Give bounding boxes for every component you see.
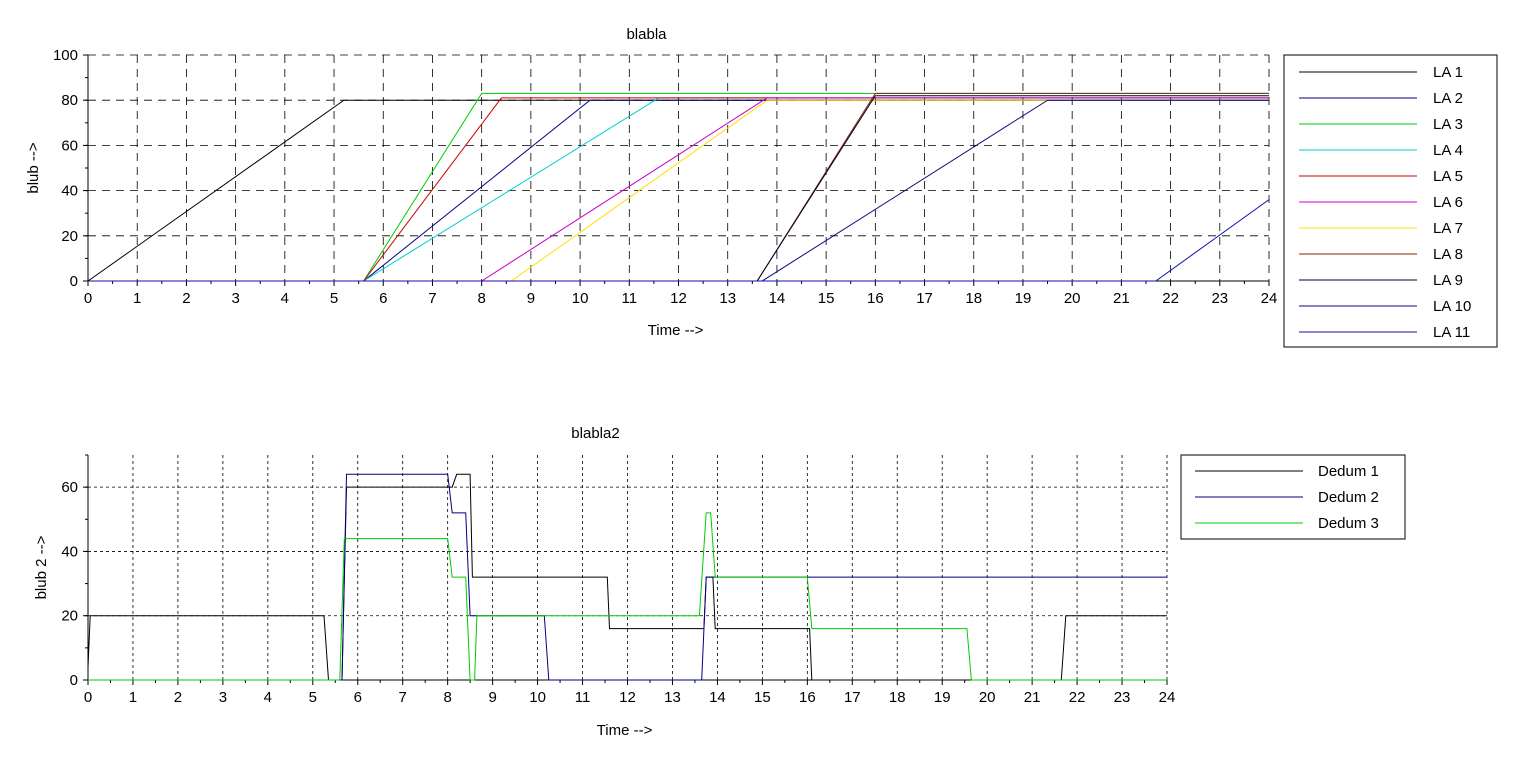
legend-label-la-3: LA 3 xyxy=(1433,116,1463,133)
x-tick-label: 23 xyxy=(1211,290,1228,307)
x-tick-label: 11 xyxy=(622,290,638,307)
x-tick-label: 4 xyxy=(264,689,272,706)
x-tick-label: 24 xyxy=(1261,290,1278,307)
y-tick-label: 40 xyxy=(61,543,78,560)
x-tick-label: 14 xyxy=(709,689,726,706)
x-tick-label: 23 xyxy=(1114,689,1131,706)
chart-bottom: 0 1 2 3 4 5 6 7 8 9 10 11 12 13 14 15 16 17 18 19 20 21 22 23 24… xyxy=(33,425,1406,739)
x-tick-label: 9 xyxy=(488,689,496,706)
legend-label-la-2: LA 2 xyxy=(1433,90,1463,107)
x-tick-label: 7 xyxy=(399,689,407,706)
x-tick-label: 8 xyxy=(477,290,485,307)
y-tick-label: 20 xyxy=(61,608,78,625)
x-tick-label: 22 xyxy=(1069,689,1086,706)
x-tick-label: 5 xyxy=(309,689,317,706)
x-tick-label: 13 xyxy=(664,689,681,706)
x-tick-label: 24 xyxy=(1159,689,1176,706)
legend: Dedum 1 Dedum 2 Dedum 3 xyxy=(1180,454,1406,540)
legend-label-la-8: LA 8 xyxy=(1433,246,1463,263)
legend-label-la-9: LA 9 xyxy=(1433,272,1463,289)
x-tick-label: 20 xyxy=(979,689,996,706)
chart-title: blabla xyxy=(626,26,667,43)
legend-label-la-1: LA 1 xyxy=(1433,64,1463,81)
x-tick-label: 22 xyxy=(1162,290,1179,307)
legend-label-la-11: LA 11 xyxy=(1433,324,1470,341)
legend-label-la-7: LA 7 xyxy=(1433,220,1463,237)
legend-label-dedum-2: Dedum 2 xyxy=(1318,489,1379,506)
legend-label-la-6: LA 6 xyxy=(1433,194,1463,211)
legend: LA 1 LA 2 LA 3 LA 4 LA 5 LA 6 LA 7 LA 8 LA 9 LA 1… xyxy=(1283,54,1498,348)
x-tick-label: 16 xyxy=(867,290,884,307)
x-tick-label: 21 xyxy=(1113,290,1130,307)
x-tick-label: 19 xyxy=(1015,290,1032,307)
series-line-dedum-3 xyxy=(88,512,1167,681)
x-tick-label: 18 xyxy=(889,689,906,706)
x-tick-label: 6 xyxy=(354,689,362,706)
legend-label-dedum-1: Dedum 1 xyxy=(1318,463,1379,480)
x-tick-label: 10 xyxy=(572,290,589,307)
x-tick-label: 3 xyxy=(231,290,239,307)
x-tick-label: 15 xyxy=(818,290,835,307)
chart-top: 0 1 2 3 4 5 6 7 8 9 10 11 12 13 14 15 16 17 18 19 20 21 22 23 24… xyxy=(25,26,1498,348)
x-tick-label: 13 xyxy=(719,290,736,307)
x-tick-label: 7 xyxy=(428,290,436,307)
legend-box xyxy=(1283,54,1498,348)
x-tick-label: 6 xyxy=(379,290,387,307)
x-tick-label: 10 xyxy=(529,689,546,706)
y-tick-label: 40 xyxy=(61,183,78,200)
series-line-la-11 xyxy=(88,199,1270,282)
x-tick-label: 1 xyxy=(133,290,141,307)
y-tick-label: 0 xyxy=(70,672,78,689)
x-tick-label: 21 xyxy=(1024,689,1041,706)
x-tick-label: 9 xyxy=(527,290,535,307)
x-tick-label: 0 xyxy=(84,689,92,706)
x-tick-label: 20 xyxy=(1064,290,1081,307)
x-tick-label: 14 xyxy=(769,290,786,307)
x-tick-label: 0 xyxy=(84,290,92,307)
chart-title: blabla2 xyxy=(571,425,619,442)
x-axis-label: Time --> xyxy=(648,322,704,339)
x-tick-label: 12 xyxy=(619,689,636,706)
x-tick-label: 19 xyxy=(934,689,951,706)
x-tick-label: 18 xyxy=(965,290,982,307)
x-tick-label: 8 xyxy=(443,689,451,706)
y-tick-label: 60 xyxy=(61,479,78,496)
x-tick-label: 17 xyxy=(916,290,933,307)
x-tick-label: 5 xyxy=(330,290,338,307)
x-tick-label: 4 xyxy=(281,290,289,307)
x-tick-label: 16 xyxy=(799,689,816,706)
legend-label-la-4: LA 4 xyxy=(1433,142,1463,159)
x-tick-label: 2 xyxy=(182,290,190,307)
x-tick-label: 3 xyxy=(219,689,227,706)
y-tick-label: 100 xyxy=(53,47,78,64)
x-tick-label: 12 xyxy=(670,290,687,307)
y-tick-label: 80 xyxy=(61,92,78,109)
legend-label-la-5: LA 5 xyxy=(1433,168,1463,185)
x-tick-label: 15 xyxy=(754,689,771,706)
y-tick-label: 0 xyxy=(70,273,78,290)
x-tick-label: 11 xyxy=(575,689,591,706)
y-tick-label: 60 xyxy=(61,137,78,154)
y-tick-label: 20 xyxy=(61,228,78,245)
series-line-dedum-2 xyxy=(88,473,1167,681)
x-tick-label: 17 xyxy=(844,689,861,706)
x-axis-label: Time --> xyxy=(597,722,653,739)
y-axis-label: blub --> xyxy=(25,142,42,194)
x-tick-label: 1 xyxy=(129,689,137,706)
x-tick-label: 2 xyxy=(174,689,182,706)
legend-label-dedum-3: Dedum 3 xyxy=(1318,515,1379,532)
legend-label-la-10: LA 10 xyxy=(1433,298,1471,315)
y-axis-label: blub 2 --> xyxy=(33,535,50,599)
